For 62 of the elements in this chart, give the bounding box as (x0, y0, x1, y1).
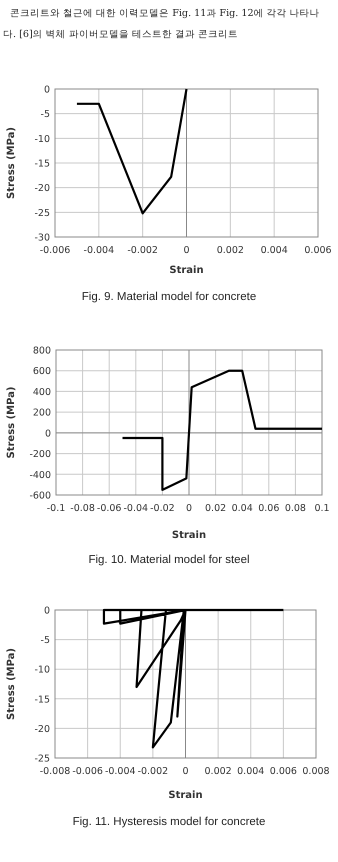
x-tick-label: 0.002 (204, 766, 232, 777)
y-tick-label: -10 (34, 664, 50, 676)
x-tick-label: -0.002 (127, 245, 158, 256)
x-tick-label: -0.002 (138, 766, 168, 777)
y-tick-label: -5 (40, 635, 50, 646)
x-axis-title: Strain (168, 790, 203, 801)
x-tick-label: -0.004 (104, 766, 136, 777)
x-axis-title: Strain (169, 265, 204, 276)
y-tick-label: -600 (29, 490, 51, 502)
text: Fig. 9. Material model for concrete (82, 291, 256, 303)
x-tick-label: -0.006 (40, 245, 70, 256)
x-tick-label: 0.04 (232, 503, 253, 514)
y-tick-label: -25 (34, 208, 50, 219)
line-series (121, 370, 324, 491)
y-tick-label: 600 (32, 366, 51, 378)
x-tick-label: 0.004 (260, 245, 288, 256)
y-tick-label: -400 (29, 470, 51, 481)
line-series (76, 88, 188, 214)
y-tick-label: 0 (44, 606, 50, 616)
x-tick-label: 0 (186, 503, 192, 514)
x-tick-label: -0.1 (46, 503, 66, 514)
y-tick-label: -15 (34, 158, 50, 170)
y-axis-title: Stress (MPa) (6, 648, 17, 720)
y-tick-label: -15 (34, 694, 50, 706)
y-tick-label: 200 (32, 408, 51, 419)
x-tick-label: 0.006 (304, 245, 332, 256)
x-tick-label: 0.006 (270, 766, 297, 777)
x-tick-label: 0 (183, 245, 190, 256)
x-tick-label: -0.08 (70, 503, 95, 514)
x-tick-label: -0.008 (40, 766, 70, 777)
text: Fig. 11. Hysteresis model for concrete (72, 816, 266, 828)
y-tick-label: -200 (29, 449, 51, 460)
x-tick-label: -0.06 (96, 503, 122, 514)
x-tick-label: 0 (182, 766, 189, 777)
y-tick-label: -30 (34, 232, 50, 244)
line-series (102, 608, 284, 748)
x-tick-label: -0.006 (72, 766, 103, 777)
x-tick-label: 0.1 (314, 503, 330, 514)
y-tick-label: 800 (32, 346, 51, 356)
y-tick-label: -10 (34, 134, 50, 145)
text: Fig. 10. Material model for steel (88, 554, 250, 566)
y-axis-title: Stress (MPa) (6, 386, 17, 458)
x-tick-label: 0.004 (237, 766, 264, 777)
x-tick-label: 0.08 (284, 503, 306, 514)
x-axis-title: Strain (172, 530, 206, 541)
y-tick-label: -20 (34, 183, 50, 194)
y-tick-label: 0 (44, 84, 50, 96)
x-tick-label: 0.008 (302, 766, 330, 777)
y-tick-label: -5 (40, 109, 50, 120)
x-tick-label: -0.02 (150, 503, 175, 514)
x-tick-label: 0.02 (205, 503, 226, 514)
x-tick-label: -0.004 (84, 245, 114, 256)
y-axis-title: Stress (MPa) (6, 127, 17, 199)
x-tick-label: -0.04 (124, 503, 148, 514)
text: 콘크리트와 철근에 대한 이력모델은 Fig. 11과 Fig. 12에 각각 나타나 (10, 8, 320, 19)
x-tick-label: 0.06 (258, 503, 280, 514)
x-tick-label: 0.002 (216, 245, 244, 256)
y-tick-label: 400 (32, 386, 51, 398)
y-tick-label: -20 (34, 724, 50, 735)
y-tick-label: 0 (44, 428, 51, 440)
text: 다. [6]의 벽체 파이버모델을 테스트한 결과 콘크리트 (3, 29, 238, 40)
y-tick-label: -25 (34, 754, 50, 764)
